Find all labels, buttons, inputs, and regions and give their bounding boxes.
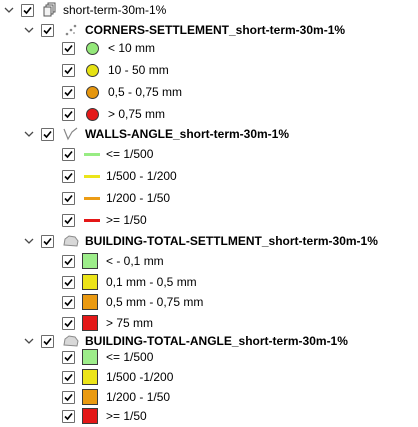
collapse-arrow-icon[interactable]: [24, 25, 34, 35]
layer-label: CORNERS-SETTLEMENT_short-term-30m-1%: [85, 23, 346, 37]
legend-item[interactable]: 1/500 - 1/200: [0, 166, 418, 186]
layer-row-building-total-settlment[interactable]: BUILDING-TOTAL-SETTLMENT_short-term-30m-…: [0, 231, 418, 251]
polygon-layer-icon: [63, 333, 79, 349]
legend-checkbox[interactable]: [62, 296, 75, 309]
collapse-arrow-icon[interactable]: [24, 336, 34, 346]
fill-symbol-icon: [82, 349, 98, 365]
group-root-row[interactable]: short-term-30m-1%: [0, 0, 418, 20]
collapse-arrow-icon[interactable]: [4, 5, 14, 15]
line-symbol-icon: [84, 197, 100, 200]
root-checkbox[interactable]: [21, 4, 34, 17]
legend-checkbox[interactable]: [62, 371, 75, 384]
root-group-label: short-term-30m-1%: [63, 3, 167, 17]
legend-checkbox[interactable]: [62, 64, 75, 77]
legend-label: < - 0,1 mm: [106, 254, 164, 268]
layer-checkbox[interactable]: [41, 24, 54, 37]
legend-checkbox[interactable]: [62, 410, 75, 423]
legend-label: 1/200 - 1/50: [106, 191, 171, 205]
legend-item[interactable]: 1/200 - 1/50: [0, 387, 418, 407]
circle-symbol-icon: [86, 86, 99, 99]
legend-item[interactable]: > 75 mm: [0, 313, 418, 333]
line-layer-icon: [63, 126, 79, 142]
legend-checkbox[interactable]: [62, 108, 75, 121]
legend-item[interactable]: 0,5 mm - 0,75 mm: [0, 292, 418, 312]
polygon-layer-icon: [63, 233, 79, 249]
legend-checkbox[interactable]: [62, 391, 75, 404]
circle-symbol-icon: [86, 64, 99, 77]
layer-label: WALLS-ANGLE_short-term-30m-1%: [85, 127, 290, 141]
layer-row-walls-angle[interactable]: WALLS-ANGLE_short-term-30m-1%: [0, 124, 418, 144]
layer-label: BUILDING-TOTAL-SETTLMENT_short-term-30m-…: [85, 234, 378, 248]
legend-label: > 75 mm: [106, 316, 154, 330]
legend-item[interactable]: < 10 mm: [0, 38, 418, 58]
layer-row-building-total-angle[interactable]: BUILDING-TOTAL-ANGLE_short-term-30m-1%: [0, 331, 418, 351]
layer-checkbox[interactable]: [41, 235, 54, 248]
legend-label: 1/200 - 1/50: [106, 390, 171, 404]
legend-label: 10 - 50 mm: [108, 63, 169, 77]
legend-item[interactable]: 1/200 - 1/50: [0, 188, 418, 208]
legend-item[interactable]: 10 - 50 mm: [0, 60, 418, 80]
legend-checkbox[interactable]: [62, 255, 75, 268]
legend-checkbox[interactable]: [62, 42, 75, 55]
legend-checkbox[interactable]: [62, 351, 75, 364]
legend-checkbox[interactable]: [62, 192, 75, 205]
collapse-arrow-icon[interactable]: [24, 236, 34, 246]
legend-item[interactable]: <= 1/500: [0, 347, 418, 367]
legend-checkbox[interactable]: [62, 86, 75, 99]
legend-label: 0,5 mm - 0,75 mm: [106, 295, 204, 309]
fill-symbol-icon: [82, 274, 98, 290]
legend-item[interactable]: < - 0,1 mm: [0, 251, 418, 271]
legend-item[interactable]: >= 1/50: [0, 406, 418, 426]
legend-label: <= 1/500: [106, 147, 154, 161]
legend-label: > 0,75 mm: [108, 107, 166, 121]
legend-checkbox[interactable]: [62, 148, 75, 161]
point-layer-icon: [63, 22, 79, 38]
fill-symbol-icon: [82, 369, 98, 385]
line-symbol-icon: [84, 175, 100, 178]
layer-checkbox[interactable]: [41, 335, 54, 348]
legend-label: >= 1/50: [106, 213, 147, 227]
layer-row-corners-settlement[interactable]: CORNERS-SETTLEMENT_short-term-30m-1%: [0, 20, 418, 40]
fill-symbol-icon: [82, 389, 98, 405]
legend-checkbox[interactable]: [62, 214, 75, 227]
legend-checkbox[interactable]: [62, 317, 75, 330]
fill-symbol-icon: [82, 294, 98, 310]
layer-label: BUILDING-TOTAL-ANGLE_short-term-30m-1%: [85, 334, 348, 348]
legend-checkbox[interactable]: [62, 276, 75, 289]
legend-item[interactable]: >= 1/50: [0, 210, 418, 230]
legend-item[interactable]: <= 1/500: [0, 144, 418, 164]
legend-checkbox[interactable]: [62, 170, 75, 183]
circle-symbol-icon: [86, 108, 99, 121]
legend-item[interactable]: 1/500 -1/200: [0, 367, 418, 387]
line-symbol-icon: [84, 219, 100, 222]
circle-symbol-icon: [86, 42, 99, 55]
layer-group-icon: [43, 2, 59, 18]
legend-item[interactable]: > 0,75 mm: [0, 104, 418, 124]
legend-label: 0,1 mm - 0,5 mm: [106, 275, 197, 289]
legend-item[interactable]: 0,5 - 0,75 mm: [0, 82, 418, 102]
legend-label: 1/500 - 1/200: [106, 169, 177, 183]
legend-label: 0,5 - 0,75 mm: [108, 85, 183, 99]
legend-label: 1/500 -1/200: [106, 370, 174, 384]
fill-symbol-icon: [82, 253, 98, 269]
fill-symbol-icon: [82, 315, 98, 331]
legend-item[interactable]: 0,1 mm - 0,5 mm: [0, 272, 418, 292]
legend-label: <= 1/500: [106, 350, 154, 364]
fill-symbol-icon: [82, 408, 98, 424]
line-symbol-icon: [84, 153, 100, 156]
legend-label: < 10 mm: [108, 41, 156, 55]
layer-checkbox[interactable]: [41, 128, 54, 141]
legend-label: >= 1/50: [106, 409, 147, 423]
collapse-arrow-icon[interactable]: [24, 129, 34, 139]
